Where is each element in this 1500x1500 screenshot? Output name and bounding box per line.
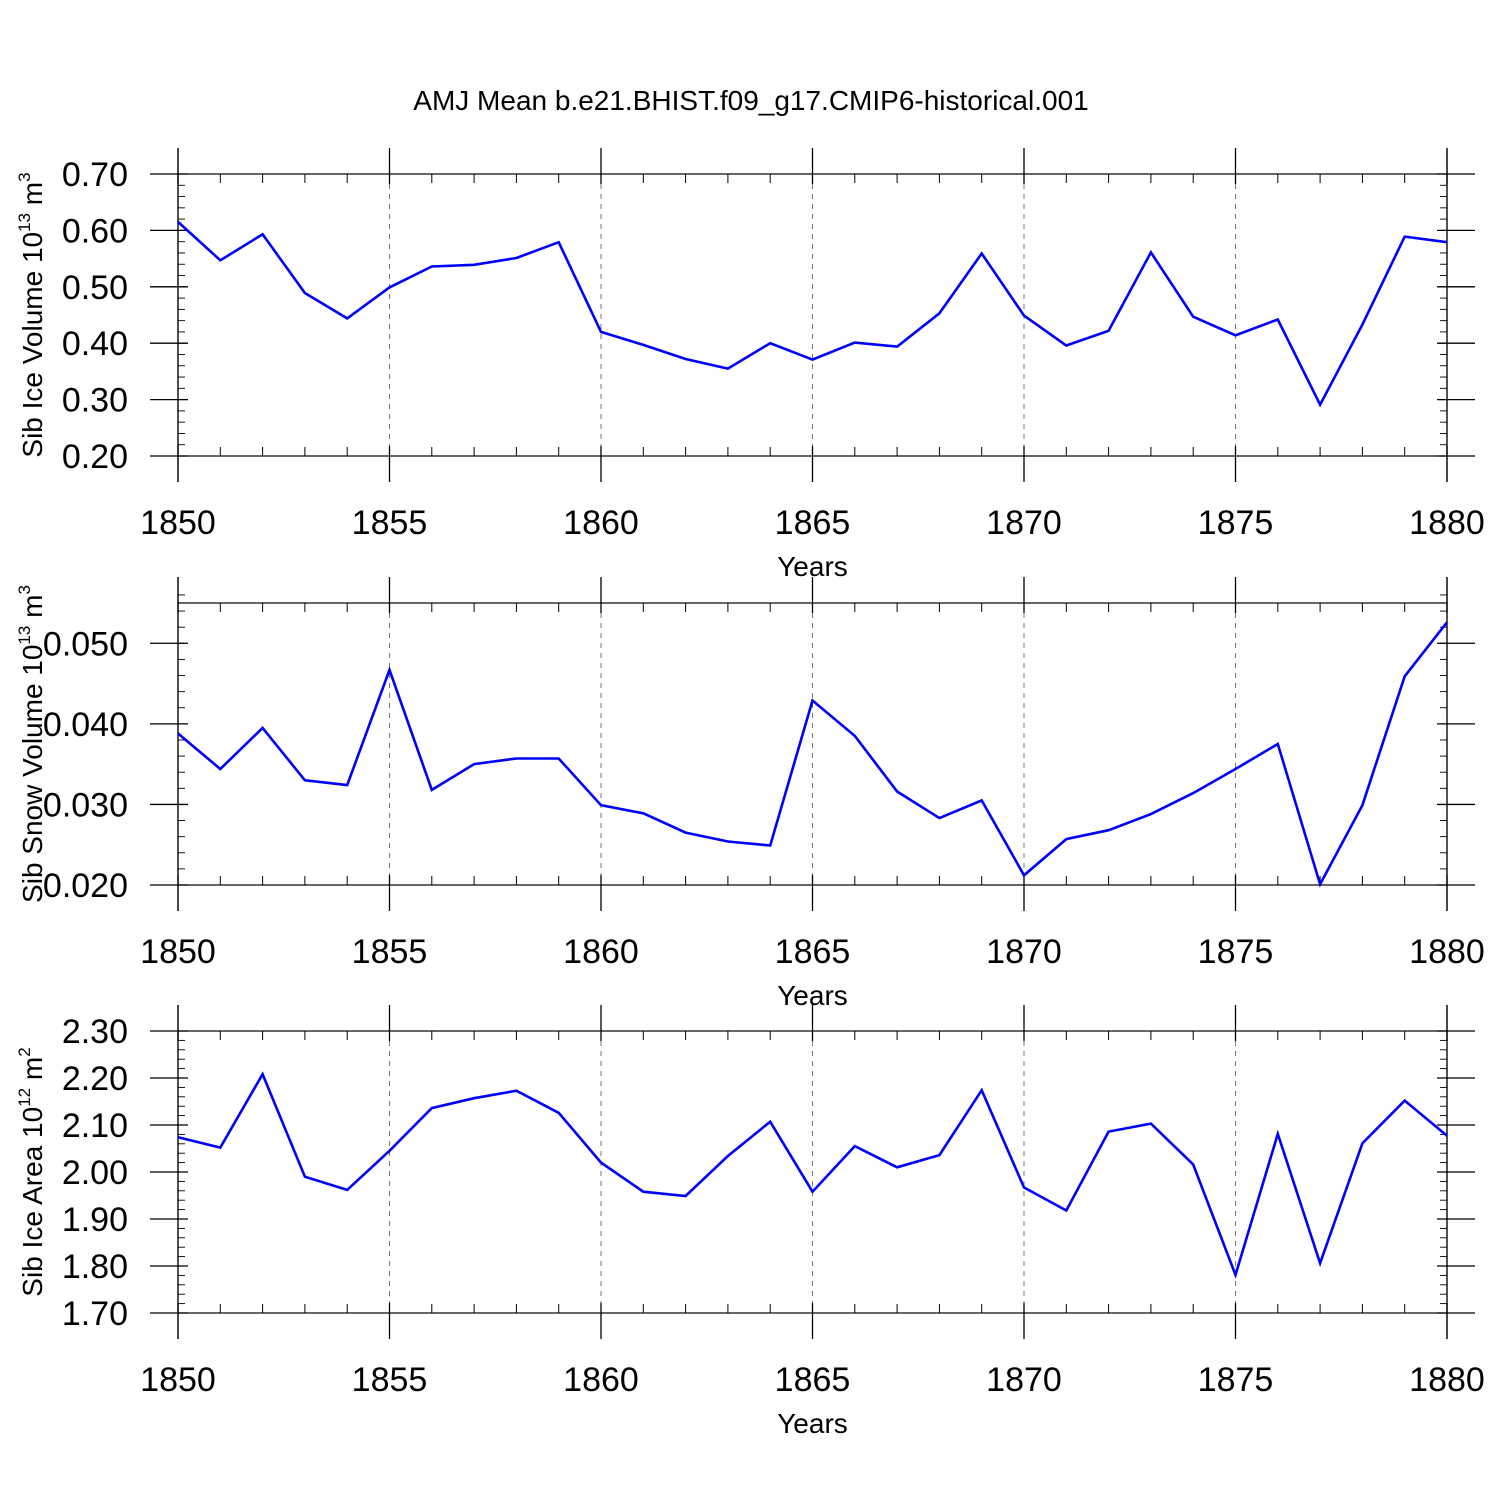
y-tick-label: 0.60 <box>62 212 128 250</box>
x-tick-label: 1855 <box>352 504 428 542</box>
series-line <box>177 220 1448 408</box>
x-axis-title: Years <box>777 551 848 582</box>
y-tick-label: 0.040 <box>43 706 128 744</box>
series-line <box>177 1071 1448 1279</box>
series-line <box>177 621 1449 888</box>
x-tick-label: 1865 <box>775 504 851 542</box>
y-axis-title: Sib Snow Volume 1013 m3 <box>15 585 48 903</box>
x-tick-label: 1875 <box>1198 933 1274 971</box>
y-tick-label: 0.030 <box>43 786 128 824</box>
x-tick-label: 1870 <box>986 1361 1062 1399</box>
panel-snow-volume: 1850 1855 1860 1865 1870 1875 1880 0.020 0.030 0.… <box>15 577 1485 1011</box>
x-tick-label: 1880 <box>1409 933 1485 971</box>
y-tick-label: 2.20 <box>62 1060 128 1098</box>
y-tick-label: 0.020 <box>43 867 128 905</box>
panel-ice-area: 1850 1855 1860 1865 1870 1875 1880 1.70 1.80 1.90… <box>15 1005 1485 1439</box>
y-tick-label: 0.40 <box>62 325 128 363</box>
y-tick-label: 0.20 <box>62 438 128 476</box>
y-axis-title: Sib Ice Volume 1013 m3 <box>15 172 48 457</box>
x-tick-label: 1855 <box>352 933 428 971</box>
x-tick-label: 1875 <box>1198 504 1274 542</box>
x-tick-label: 1860 <box>563 504 639 542</box>
x-tick-label: 1855 <box>352 1361 428 1399</box>
x-tick-label: 1875 <box>1198 1361 1274 1399</box>
y-tick-label: 2.10 <box>62 1107 128 1145</box>
y-tick-label: 1.80 <box>62 1248 128 1286</box>
x-tick-label: 1850 <box>140 1361 216 1399</box>
y-tick-label: 0.70 <box>62 156 128 194</box>
chart-title: AMJ Mean b.e21.BHIST.f09_g17.CMIP6-histo… <box>413 85 1088 116</box>
y-tick-label: 0.050 <box>43 625 128 663</box>
y-tick-label: 0.30 <box>62 382 128 420</box>
x-tick-label: 1850 <box>140 504 216 542</box>
y-tick-label: 2.30 <box>62 1013 128 1051</box>
x-tick-label: 1880 <box>1409 1361 1485 1399</box>
x-axis-title: Years <box>777 1408 848 1439</box>
x-tick-label: 1860 <box>563 1361 639 1399</box>
panel-ice-volume: 1850 1855 1860 1865 1870 1875 1880 0.20 0.30 0.40… <box>15 148 1485 582</box>
x-tick-label: 1865 <box>775 1361 851 1399</box>
x-tick-label: 1880 <box>1409 504 1485 542</box>
y-axis-title: Sib Ice Area 1012 m2 <box>15 1047 48 1296</box>
y-tick-label: 1.70 <box>62 1295 128 1333</box>
x-tick-label: 1865 <box>775 933 851 971</box>
y-tick-label: 1.90 <box>62 1201 128 1239</box>
x-tick-label: 1870 <box>986 504 1062 542</box>
x-tick-label: 1870 <box>986 933 1062 971</box>
y-tick-label: 0.50 <box>62 269 128 307</box>
x-tick-label: 1850 <box>140 933 216 971</box>
x-tick-label: 1860 <box>563 933 639 971</box>
y-tick-label: 2.00 <box>62 1154 128 1192</box>
